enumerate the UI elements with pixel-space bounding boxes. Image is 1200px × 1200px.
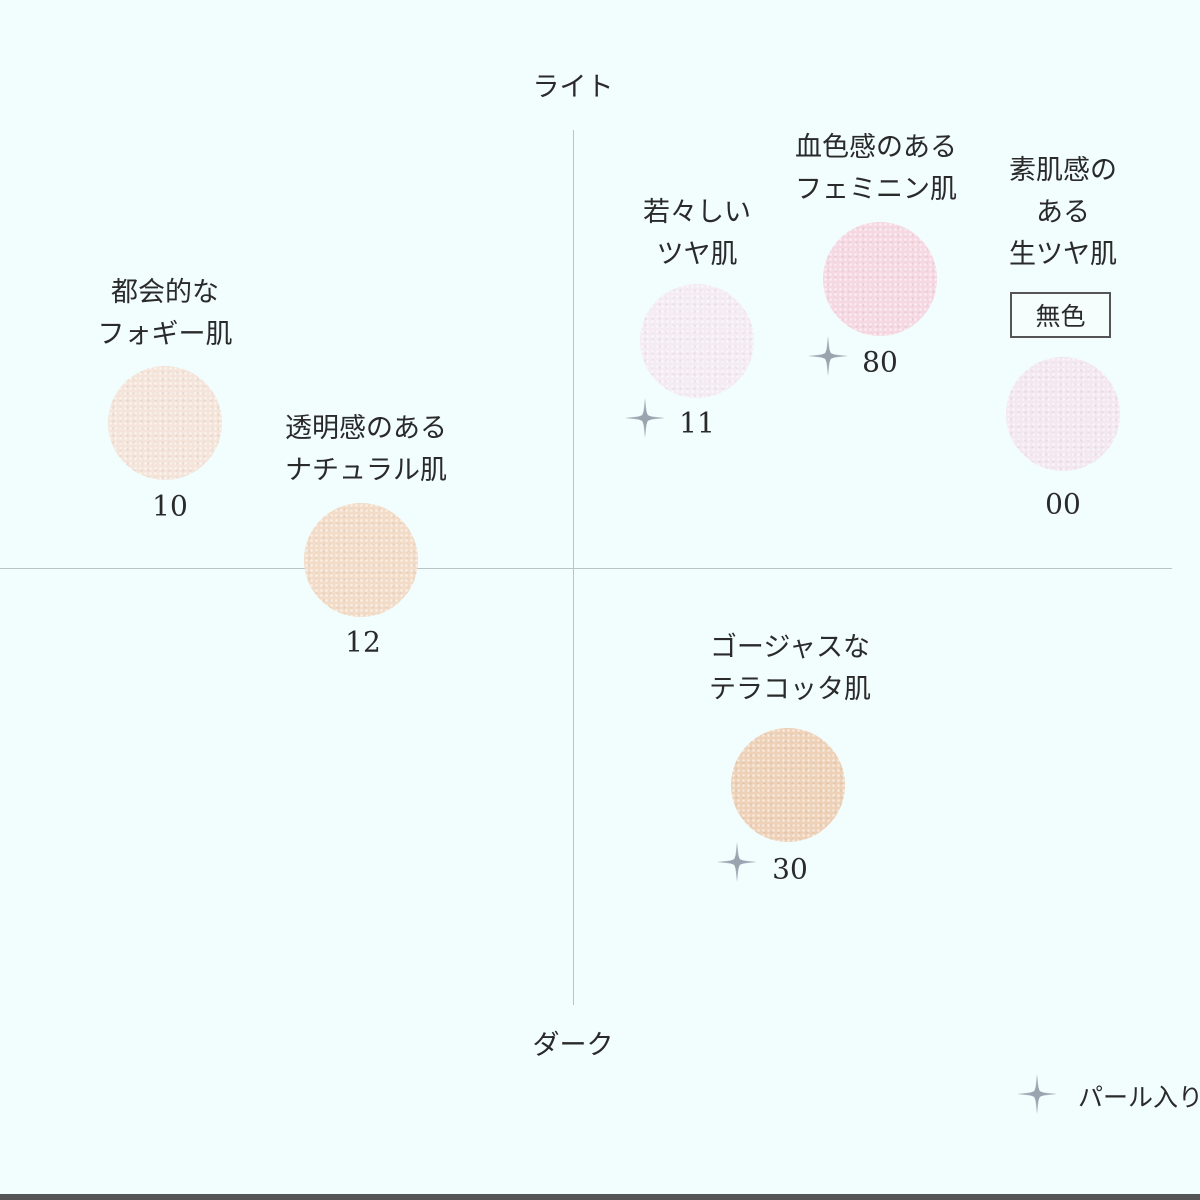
item-label-10: 都会的な フォギー肌 xyxy=(98,272,233,356)
legend-pearl-text: パール入り xyxy=(1078,1083,1200,1112)
vertical-axis xyxy=(573,130,574,1005)
powder-swatch-12 xyxy=(304,503,418,617)
label-line: ゴージャスな xyxy=(709,632,871,663)
label-line: 生ツヤ肌 xyxy=(1009,239,1117,270)
shade-number: 12 xyxy=(345,625,381,659)
label-line: 透明感のある xyxy=(285,413,447,444)
colorless-badge: 無色 xyxy=(1010,292,1111,338)
shade-number: 11 xyxy=(679,406,715,440)
powder-swatch-00 xyxy=(1006,357,1120,471)
sparkle-icon xyxy=(625,398,665,438)
label-line: 都会的な xyxy=(111,277,219,308)
label-line: テラコッタ肌 xyxy=(709,674,871,705)
item-label-80: 血色感のある フェミニン肌 xyxy=(795,127,957,211)
powder-swatch-30 xyxy=(731,728,845,842)
item-label-00: 素肌感のある生ツヤ肌 xyxy=(1009,150,1117,276)
label-line: 素肌感の xyxy=(1009,155,1117,186)
label-line: ツヤ肌 xyxy=(656,239,738,270)
label-line: ある xyxy=(1036,197,1090,228)
bottom-border xyxy=(0,1194,1200,1200)
sparkle-icon xyxy=(808,336,848,376)
item-label-11: 若々しい ツヤ肌 xyxy=(643,192,751,276)
axis-label-bottom: ダーク xyxy=(532,1030,614,1061)
shade-number: 00 xyxy=(1045,487,1081,521)
sparkle-icon xyxy=(1017,1074,1057,1114)
label-line: ナチュラル肌 xyxy=(285,455,447,486)
powder-swatch-10 xyxy=(108,366,222,480)
label-line: フォギー肌 xyxy=(97,319,233,350)
powder-swatch-11 xyxy=(640,284,754,398)
shade-number: 30 xyxy=(772,852,808,886)
sparkle-icon xyxy=(717,842,757,882)
item-label-12: 透明感のある ナチュラル肌 xyxy=(285,408,447,492)
label-line: 若々しい xyxy=(643,197,751,228)
powder-swatch-80 xyxy=(823,222,937,336)
shade-number: 10 xyxy=(152,489,188,523)
label-line: フェミニン肌 xyxy=(795,174,957,205)
axis-label-top: ライト xyxy=(532,72,614,103)
item-label-30: ゴージャスな テラコッタ肌 xyxy=(709,627,871,711)
shade-number: 80 xyxy=(862,345,898,379)
label-line: 血色感のある xyxy=(795,132,957,163)
horizontal-axis xyxy=(0,568,1172,569)
